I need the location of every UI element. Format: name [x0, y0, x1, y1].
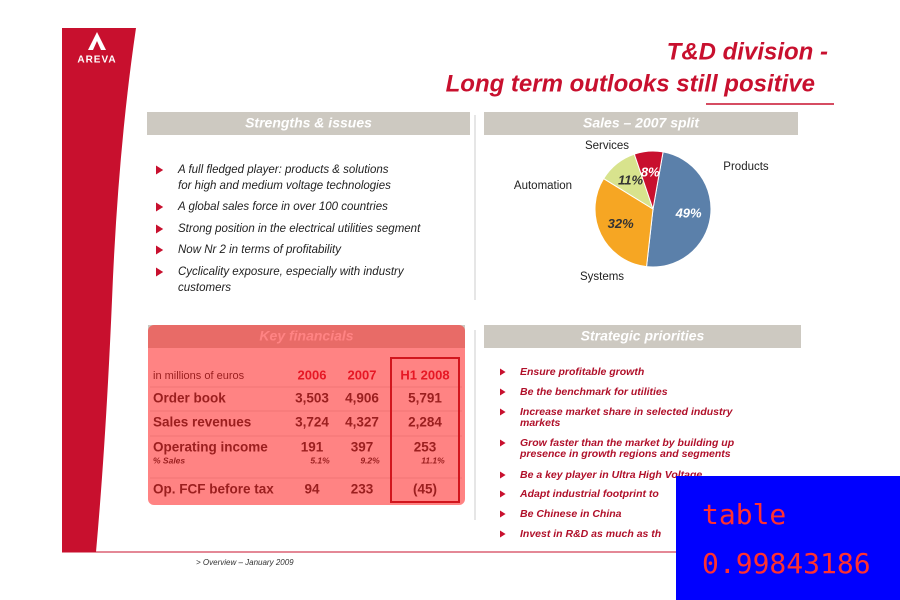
- bullet: [500, 368, 506, 376]
- slice-category: Systems: [580, 271, 624, 283]
- priority-text: Be Chinese in China: [520, 508, 622, 520]
- bullet-text: for high and medium voltage technologies: [178, 180, 391, 192]
- slice-label: 8%: [641, 165, 660, 180]
- side-band: [62, 28, 136, 552]
- bullet: [500, 510, 506, 518]
- pie-slice: [645, 151, 712, 268]
- priority-text: Be the benchmark for utilities: [520, 386, 668, 398]
- section-title: Sales – 2007 split: [583, 115, 700, 131]
- bullet: [500, 388, 506, 396]
- bullet: [500, 408, 506, 416]
- bullet: [500, 471, 506, 479]
- slice-label: 32%: [608, 216, 634, 231]
- priority-text: Adapt industrial footprint to: [519, 488, 659, 500]
- section-title: Strategic priorities: [581, 328, 705, 344]
- title-line: T&D division -: [667, 38, 828, 65]
- bullet-text: A full fledged player: products & soluti…: [177, 164, 389, 176]
- slice-label: 11%: [618, 172, 643, 187]
- bullet-text: A global sales force in over 100 countri…: [177, 201, 388, 213]
- pie-slice: [633, 150, 664, 210]
- slice-category: Products: [723, 161, 769, 173]
- detection-label-box: [676, 476, 900, 600]
- detection-score: 0.99843186: [702, 547, 871, 580]
- logo-text: AREVA: [77, 55, 116, 66]
- priority-text: Invest in R&D as much as th: [520, 528, 661, 540]
- bullet-text: customers: [178, 282, 231, 294]
- bullet: [500, 439, 506, 447]
- section-header: [147, 112, 470, 135]
- title-line: Long term outlooks still positive: [446, 70, 815, 97]
- page-number: 30: [74, 559, 86, 570]
- bullet-text: Now Nr 2 in terms of profitability: [178, 244, 342, 256]
- slice-category: Services: [585, 140, 629, 152]
- bullet-text: Strong position in the electrical utilit…: [178, 223, 421, 235]
- bullet: [500, 490, 506, 498]
- bullet: [156, 245, 164, 255]
- priority-text: Grow faster than the market by building …: [520, 437, 735, 449]
- section-header: [484, 325, 801, 348]
- bullet-text: Cyclicality exposure, especially with in…: [178, 266, 405, 278]
- logo-mark: [88, 32, 106, 50]
- detection-label: table: [702, 498, 786, 531]
- slice-category: Automation: [514, 180, 572, 192]
- section-title: Strengths & issues: [245, 115, 372, 131]
- priority-text: markets: [520, 417, 560, 429]
- section-header: [484, 112, 798, 135]
- bullet: [156, 267, 164, 277]
- priority-text: Ensure profitable growth: [520, 366, 644, 378]
- priority-text: Increase market share in selected indust…: [520, 406, 734, 418]
- detection-region: [148, 325, 465, 505]
- slice-label: 49%: [675, 206, 702, 221]
- priority-text: Be a key player in Ultra High Voltage: [520, 469, 702, 481]
- bullet: [156, 202, 164, 212]
- bullet: [500, 530, 506, 538]
- bullet: [156, 224, 164, 234]
- bullet: [156, 165, 164, 175]
- footer-text: > Overview – January 2009: [196, 558, 294, 567]
- priority-text: presence in growth regions and segments: [519, 448, 731, 460]
